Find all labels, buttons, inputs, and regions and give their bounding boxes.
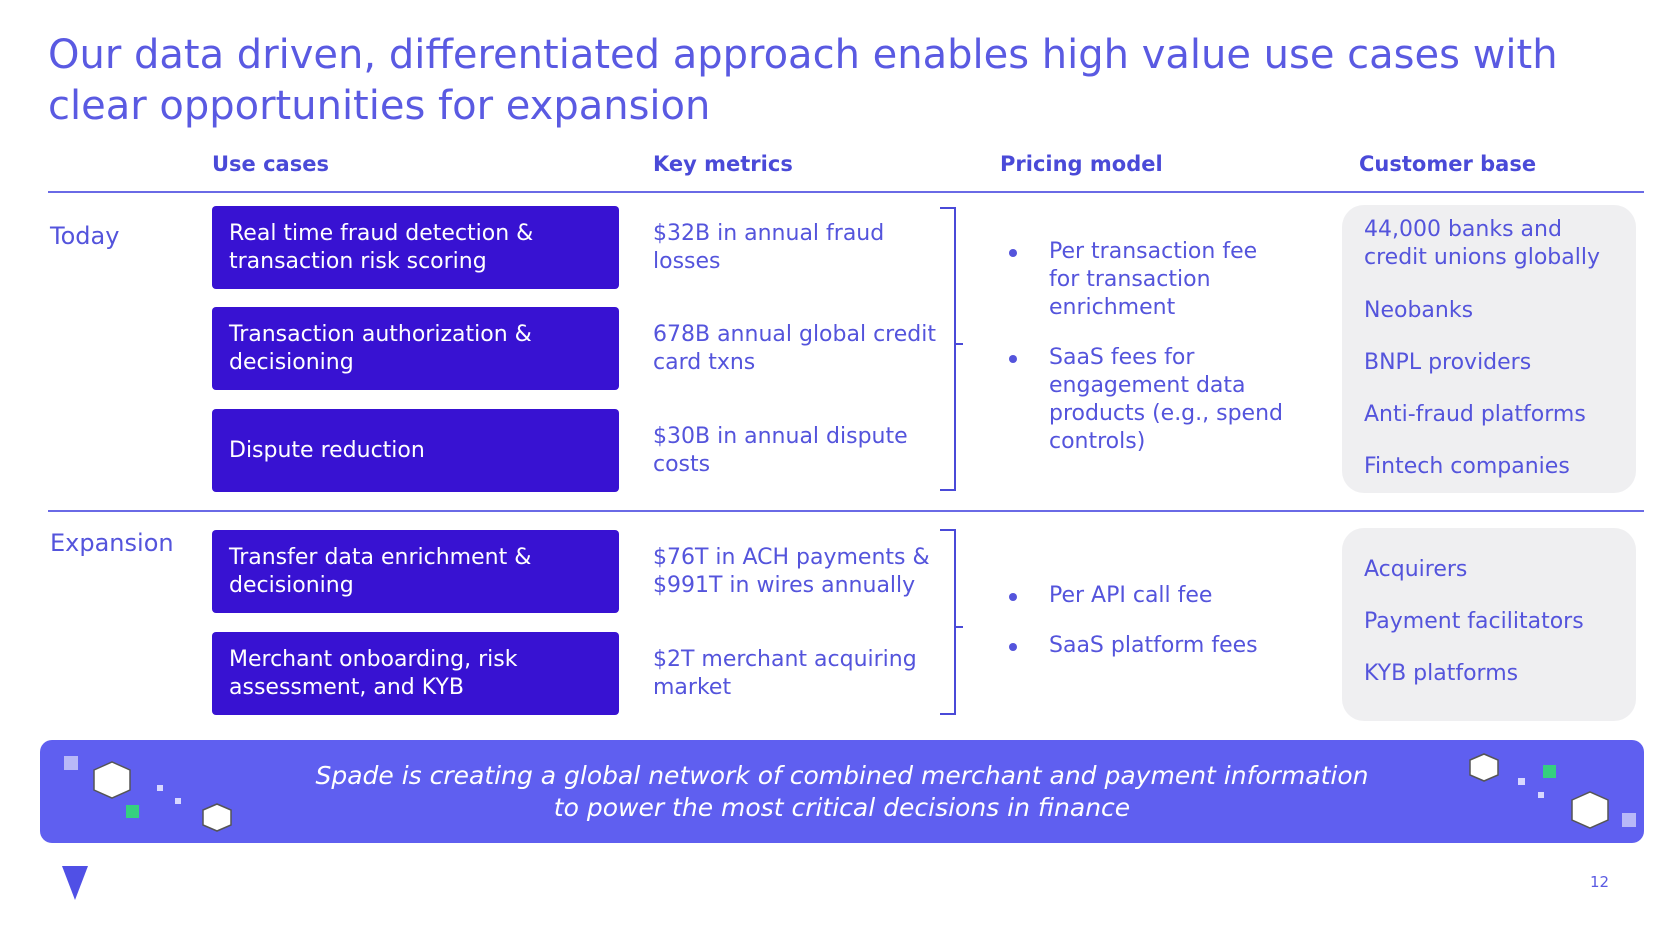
- header: Key metrics: [653, 152, 793, 176]
- metric-text: $2T merchant acquiring market: [653, 646, 917, 700]
- metric-text: $30B in annual dispute costs: [653, 423, 908, 477]
- use-case: Transaction authorization & decisioning: [212, 307, 619, 390]
- section-label: Today: [50, 222, 120, 250]
- page-number: 12: [1590, 873, 1610, 891]
- pricing-list: Per API call fee SaaS platform fees: [1005, 582, 1285, 682]
- title: Our data driven, differentiated approach…: [48, 32, 1558, 129]
- customer: Acquirers: [1364, 557, 1468, 582]
- use-case-text: Transfer data enrichment & decisioning: [229, 544, 532, 598]
- header: Pricing model: [1000, 152, 1163, 176]
- pricing-item: SaaS fees for engagement data products (…: [1005, 344, 1285, 456]
- customer: Fintech companies: [1364, 454, 1570, 479]
- use-case: Dispute reduction: [212, 409, 619, 492]
- rule: [48, 191, 1644, 193]
- metric-text: 678B annual global credit card txns: [653, 321, 936, 375]
- customer: Payment facilitators: [1364, 609, 1584, 634]
- use-case-text: Real time fraud detection & transaction …: [229, 220, 534, 274]
- customer: 44,000 banks and credit unions globally: [1364, 217, 1600, 270]
- pricing-item: SaaS platform fees: [1005, 632, 1285, 660]
- use-case-text: Merchant onboarding, risk assessment, an…: [229, 646, 518, 700]
- customer: BNPL providers: [1364, 350, 1532, 375]
- use-case: Merchant onboarding, risk assessment, an…: [212, 632, 619, 715]
- banner-text: Spade is creating a global network of co…: [315, 760, 1369, 822]
- use-case-text: Dispute reduction: [229, 437, 425, 463]
- metric: $2T merchant acquiring market: [653, 632, 953, 715]
- banner: Spade is creating a global network of co…: [40, 740, 1644, 843]
- pricing-item: Per API call fee: [1005, 582, 1285, 610]
- metric: $30B in annual dispute costs: [653, 409, 953, 492]
- customer: KYB platforms: [1364, 661, 1519, 686]
- customer-box: Acquirers Payment facilitators KYB platf…: [1342, 528, 1636, 721]
- metric-text: $76T in ACH payments & $991T in wires an…: [653, 544, 930, 598]
- header: Customer base: [1359, 152, 1537, 176]
- metric: $32B in annual fraud losses: [653, 206, 953, 289]
- use-case-text: Transaction authorization & decisioning: [229, 321, 532, 375]
- metric: $76T in ACH payments & $991T in wires an…: [653, 530, 953, 613]
- customer: Neobanks: [1364, 298, 1474, 323]
- banner-decor: [64, 753, 1636, 832]
- customer-box: 44,000 banks and credit unions globally …: [1342, 205, 1636, 493]
- metric: 678B annual global credit card txns: [653, 307, 953, 390]
- rule: [48, 510, 1644, 512]
- section-label: Expansion: [50, 529, 174, 557]
- metric-text: $32B in annual fraud losses: [653, 220, 885, 274]
- pricing-item: Per transaction fee for transaction enri…: [1005, 238, 1285, 322]
- logo: [62, 866, 88, 900]
- header: Use cases: [212, 152, 329, 176]
- customer: Anti-fraud platforms: [1364, 402, 1586, 427]
- use-case: Real time fraud detection & transaction …: [212, 206, 619, 289]
- pricing-list: Per transaction fee for transaction enri…: [1005, 238, 1285, 478]
- use-case: Transfer data enrichment & decisioning: [212, 530, 619, 613]
